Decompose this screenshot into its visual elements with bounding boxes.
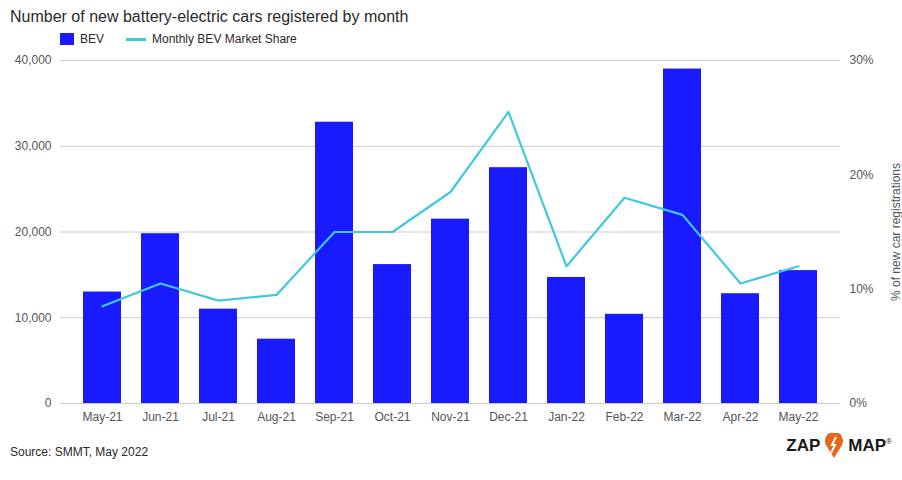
svg-text:0%: 0% (850, 396, 868, 410)
svg-text:Dec-21: Dec-21 (489, 410, 528, 424)
svg-text:10,000: 10,000 (15, 311, 52, 325)
svg-text:Jun-21: Jun-21 (142, 410, 179, 424)
svg-text:Oct-21: Oct-21 (374, 410, 410, 424)
svg-text:Feb-22: Feb-22 (605, 410, 643, 424)
html-text:MAP®: MAP® (848, 436, 892, 455)
svg-text:May-22: May-22 (778, 410, 818, 424)
html-text:Number of new battery-electric: Number of new battery-electric cars regi… (10, 8, 409, 25)
html-text:Monthly BEV Market Share: Monthly BEV Market Share (152, 32, 297, 46)
svg-text:Nov-21: Nov-21 (431, 410, 470, 424)
svg-text:Aug-21: Aug-21 (257, 410, 296, 424)
svg-text:May-21: May-21 (82, 410, 122, 424)
svg-text:Sep-21: Sep-21 (315, 410, 354, 424)
svg-text:30,000: 30,000 (15, 139, 52, 153)
svg-text:Jul-21: Jul-21 (202, 410, 235, 424)
svg-text:40,000: 40,000 (15, 53, 52, 67)
html-text:Source: SMMT, May 2022: Source: SMMT, May 2022 (10, 445, 149, 459)
svg-text:Apr-22: Apr-22 (722, 410, 758, 424)
html-text:BEV: BEV (80, 32, 104, 46)
svg-text:% of new car registrations: % of new car registrations (889, 163, 902, 301)
svg-text:20,000: 20,000 (15, 225, 52, 239)
svg-text:0: 0 (45, 396, 52, 410)
svg-text:20%: 20% (850, 168, 874, 182)
svg-text:Jan-22: Jan-22 (548, 410, 585, 424)
svg-text:30%: 30% (850, 53, 874, 67)
html-text:ZAP: ZAP (786, 436, 821, 455)
svg-text:10%: 10% (850, 282, 874, 296)
svg-text:Mar-22: Mar-22 (663, 410, 701, 424)
